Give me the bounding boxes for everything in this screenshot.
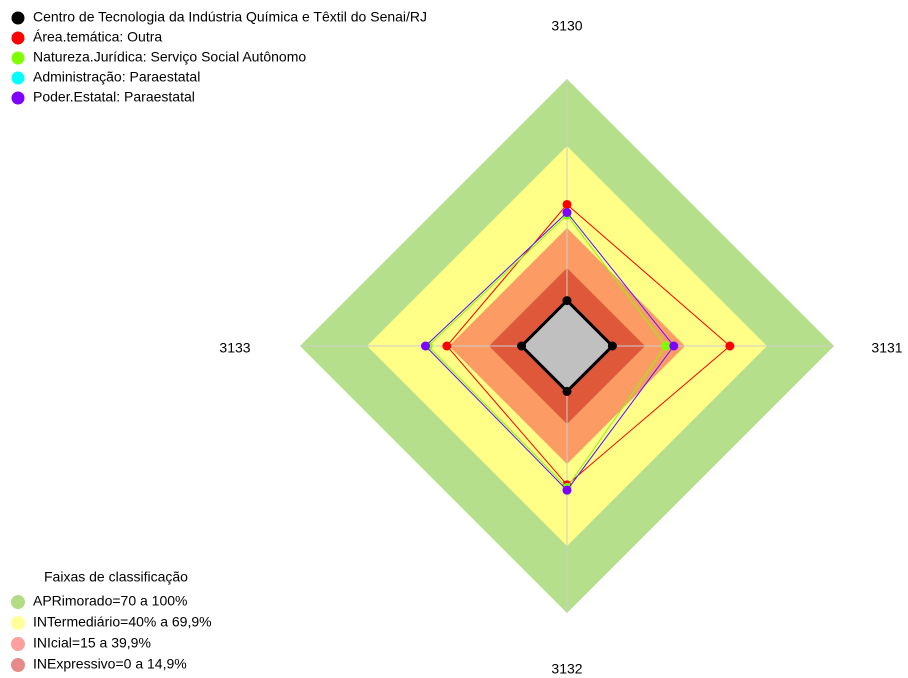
legend-label: Poder.Estatal: Paraestatal bbox=[33, 89, 195, 105]
legend-label: Natureza.Jurídica: Serviço Social Autôno… bbox=[33, 49, 306, 65]
point bbox=[562, 199, 572, 209]
legend-label: Administração: Paraestatal bbox=[33, 69, 200, 85]
axis-label: 3132 bbox=[551, 661, 582, 677]
point bbox=[607, 341, 617, 351]
legend-marker bbox=[11, 91, 25, 105]
bands-legend-title: Faixas de classificação bbox=[44, 569, 188, 585]
legend-marker bbox=[11, 51, 25, 65]
point bbox=[442, 341, 452, 351]
point bbox=[562, 386, 572, 396]
axis-label: 3131 bbox=[871, 340, 902, 356]
bands-legend-marker bbox=[11, 595, 25, 609]
bands-legend-marker bbox=[11, 637, 25, 651]
bands-legend-marker bbox=[11, 658, 25, 672]
point bbox=[517, 341, 527, 351]
point bbox=[661, 341, 671, 351]
axis-label: 3130 bbox=[551, 18, 582, 34]
point bbox=[562, 208, 572, 217]
bands-legend-label: APRimorado=70 a 100% bbox=[33, 593, 188, 609]
point bbox=[562, 485, 572, 495]
bands-legend-label: INIcial=15 a 39,9% bbox=[33, 635, 151, 651]
legend-marker bbox=[11, 31, 25, 45]
legend-marker bbox=[11, 71, 25, 85]
legend-label: Centro de Tecnologia da Indústria Químic… bbox=[33, 9, 427, 25]
axis-label: 3133 bbox=[219, 340, 250, 356]
point bbox=[562, 296, 572, 306]
bands-legend-marker bbox=[11, 616, 25, 630]
point bbox=[420, 341, 430, 351]
legend-marker bbox=[11, 11, 25, 25]
point bbox=[669, 341, 679, 351]
legend-label: Área.temática: Outra bbox=[33, 29, 162, 45]
bands-legend-label: INExpressivo=0 a 14,9% bbox=[33, 656, 187, 672]
bands-legend-label: INTermediário=40% a 69,9% bbox=[33, 614, 212, 630]
point bbox=[725, 341, 735, 351]
